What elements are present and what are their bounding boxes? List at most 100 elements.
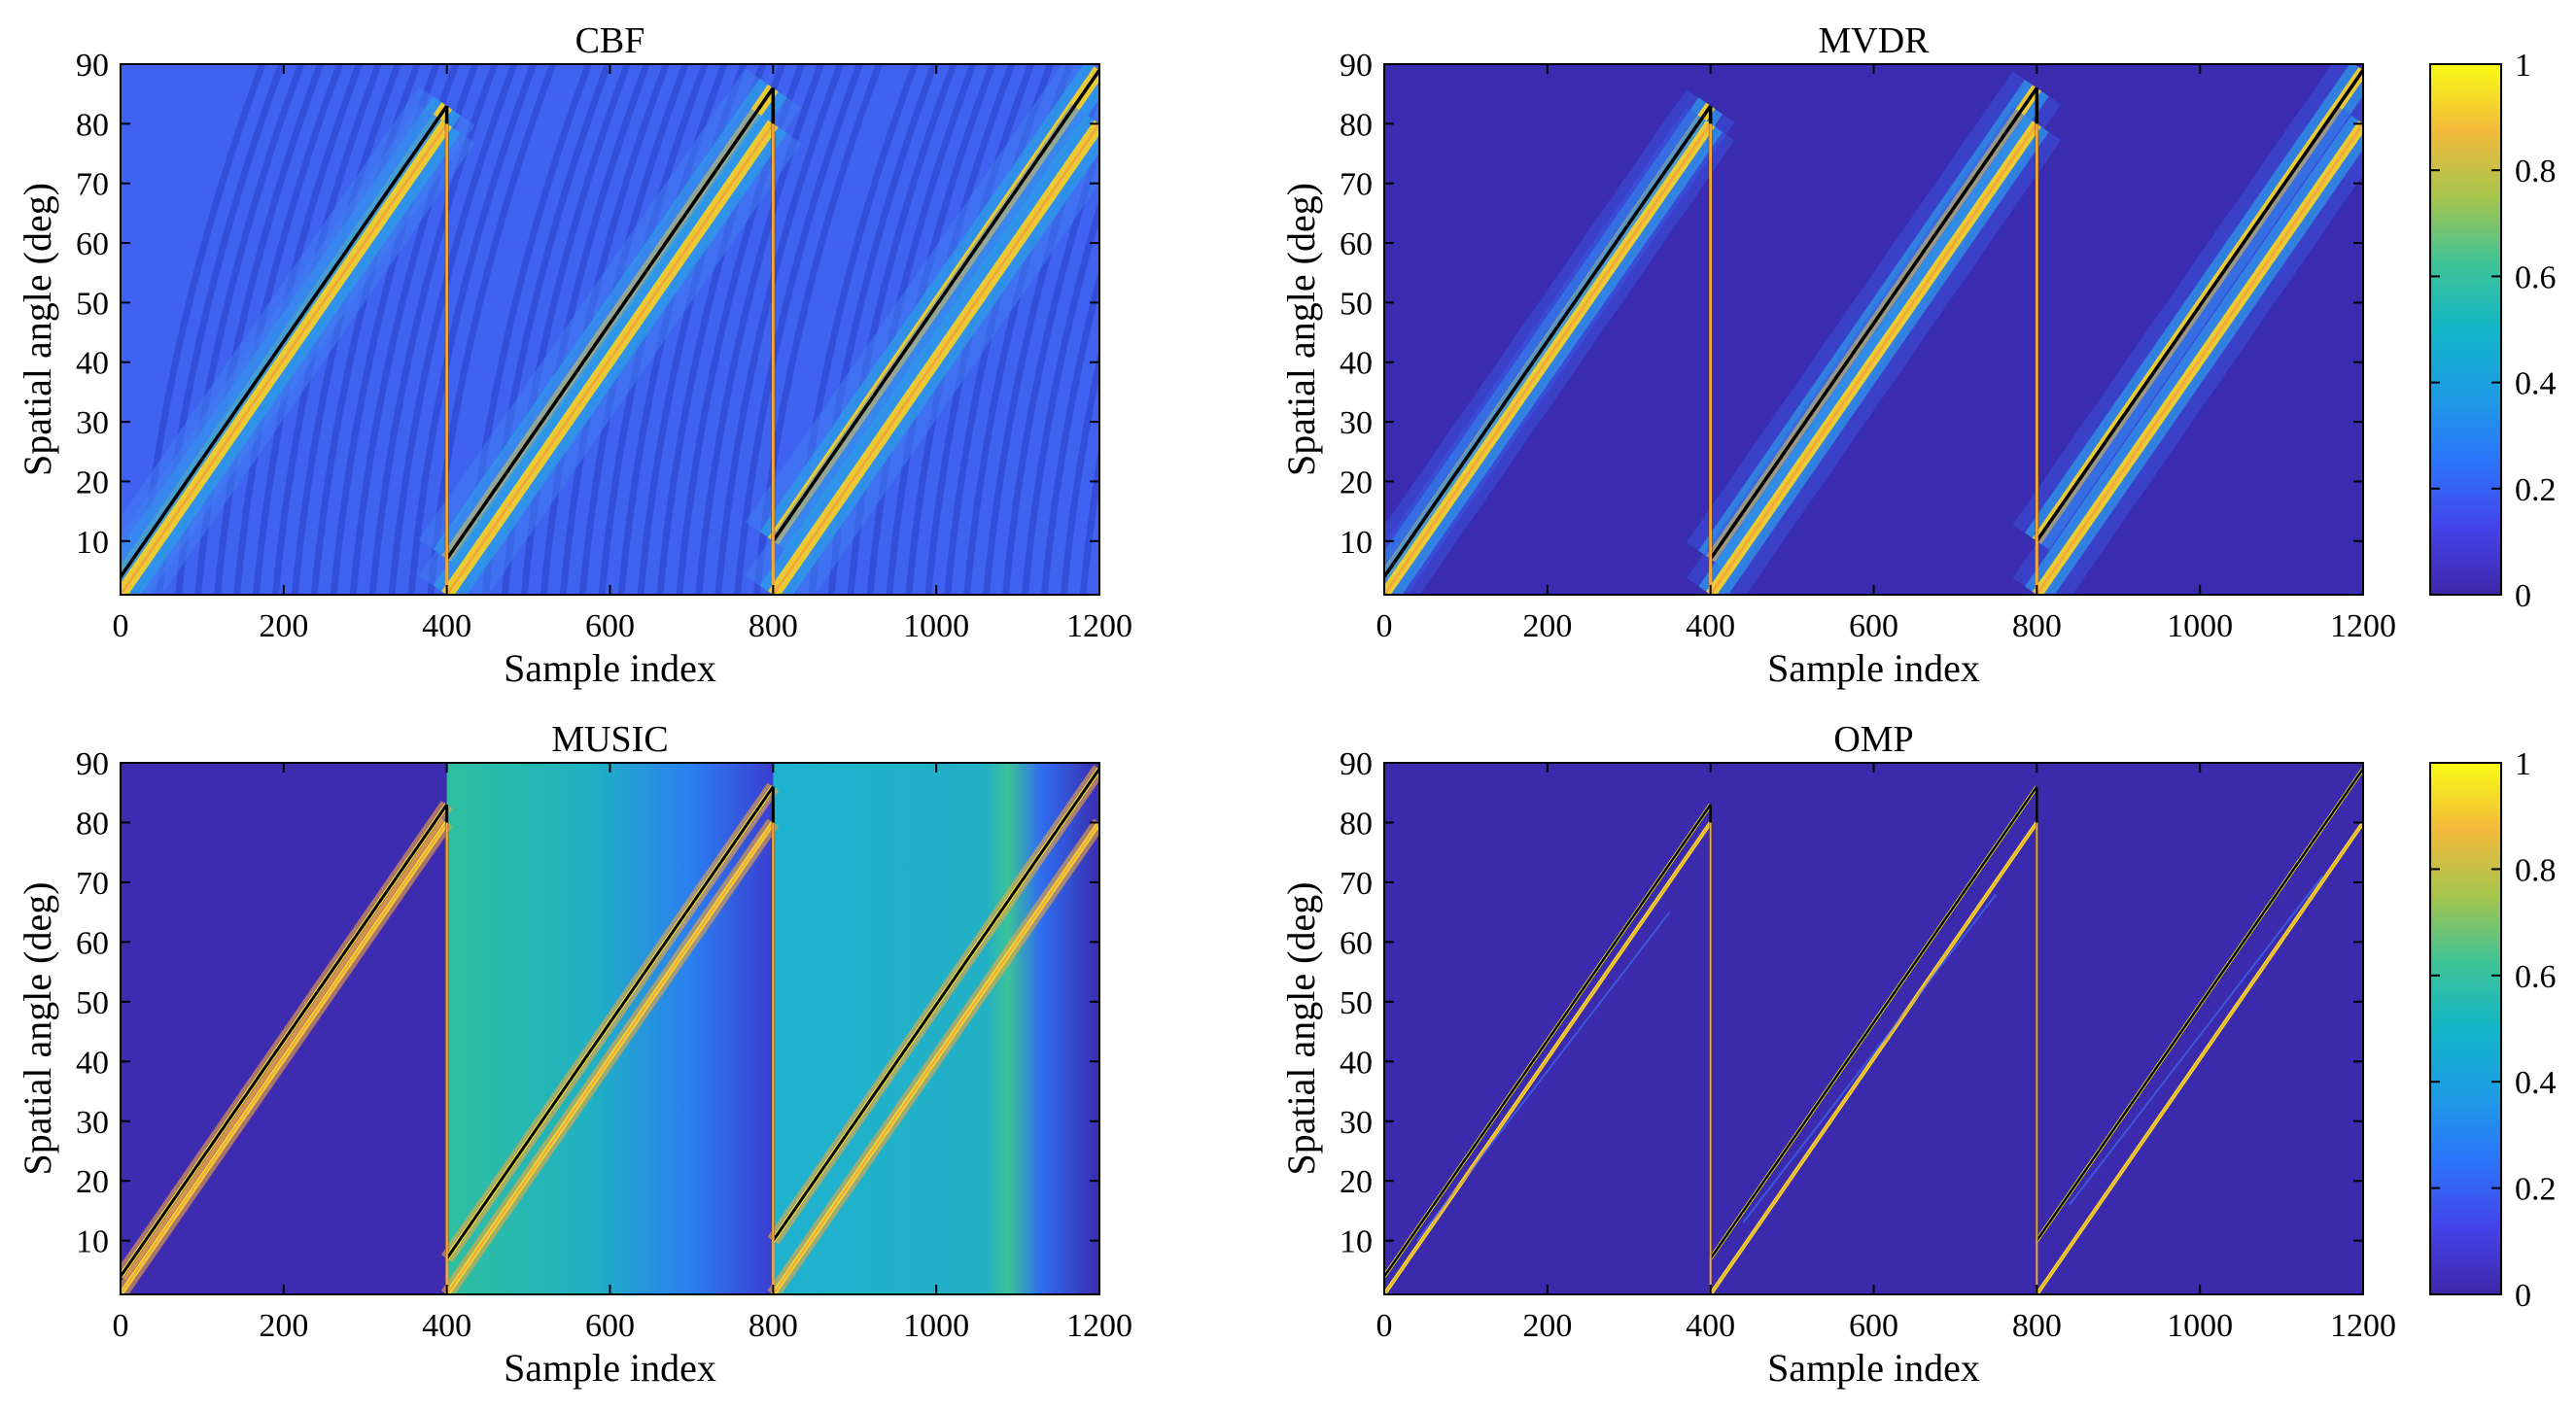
colorbar: 0 0.2 0.4 0.6 0.8 1 xyxy=(2429,48,2557,614)
true-source-1-line xyxy=(1709,785,2038,1259)
y-tick-label: 40 xyxy=(76,346,109,382)
colorbar-gradient xyxy=(2429,762,2502,1295)
colorbar-tick-label: 0.8 xyxy=(2515,154,2557,189)
y-tick-label: 20 xyxy=(1340,465,1373,500)
x-tick-label: 800 xyxy=(2012,1308,2062,1344)
heatmap-area xyxy=(1384,64,2363,595)
true-source-2-line xyxy=(1709,122,2038,595)
sidelobe-ripple xyxy=(368,64,499,595)
colorbar-tick-label: 1 xyxy=(2515,746,2531,782)
x-tick-label: 1000 xyxy=(2167,608,2233,644)
x-tick-label: 800 xyxy=(748,608,798,644)
x-tick-label: 600 xyxy=(585,1308,635,1344)
sidelobe-ripple xyxy=(388,64,518,595)
sidelobe-ripple xyxy=(1040,265,1099,595)
true-source-2-line xyxy=(1384,122,1712,595)
x-tick-label: 800 xyxy=(2012,608,2062,644)
sidelobe-ripple xyxy=(407,64,538,595)
sidelobe-ripple xyxy=(1021,196,1099,595)
true-source-1-line xyxy=(2035,69,2363,542)
spurious-track xyxy=(2069,876,2323,1206)
y-tick-label: 20 xyxy=(1340,1164,1373,1200)
y-axis-label: Spatial angle (deg) xyxy=(1279,183,1323,476)
true-source-1-line xyxy=(772,768,1099,1242)
colorbar-tick-label: 0.4 xyxy=(2515,1065,2557,1101)
y-tick-label: 90 xyxy=(1340,48,1373,84)
y-axis-label: Spatial angle (deg) xyxy=(16,881,59,1175)
x-tick-label: 0 xyxy=(1376,1308,1393,1344)
x-axis-label: Sample index xyxy=(504,1346,716,1390)
true-source-2-line xyxy=(445,122,775,595)
sidelobe-ripple xyxy=(714,64,844,595)
true-source-2-line xyxy=(772,821,1099,1294)
true-source-2-line xyxy=(1709,821,2038,1294)
panel-mvdr: 0 200 400 600 800 1000 1200 10 20 30 40 50 60 70 80 90 M… xyxy=(1279,20,2396,690)
chart-title: CBF xyxy=(575,20,645,61)
true-source-1-line xyxy=(121,804,448,1278)
y-tick-label: 40 xyxy=(76,1045,109,1081)
colorbar-tick-label: 0.2 xyxy=(2515,472,2557,508)
y-tick-label: 10 xyxy=(76,1224,109,1260)
y-tick-label: 70 xyxy=(1340,866,1373,902)
panel-cbf: 0 200 400 600 800 1000 1200 10 20 30 40 50 60 70 80 90 C… xyxy=(16,20,1132,690)
colorbar: 0 0.2 0.4 0.6 0.8 1 xyxy=(2429,746,2557,1314)
y-tick-label: 80 xyxy=(1340,107,1373,143)
y-tick-label: 70 xyxy=(1340,167,1373,203)
true-source-2-line xyxy=(1384,821,1712,1294)
x-tick-label: 1200 xyxy=(1066,608,1132,644)
y-tick-label: 40 xyxy=(1340,1045,1373,1081)
true-source-2-line xyxy=(2036,122,2363,595)
true-source-1-line xyxy=(445,86,775,561)
x-tick-label: 0 xyxy=(113,1308,129,1344)
y-tick-label: 80 xyxy=(76,806,109,842)
x-axis-label: Sample index xyxy=(1767,646,1980,690)
heatmap-area xyxy=(121,763,1099,1294)
y-tick-label: 20 xyxy=(76,1164,109,1200)
colorbar-gradient xyxy=(2429,63,2502,596)
x-tick-label: 400 xyxy=(1686,1308,1735,1344)
y-tick-label: 50 xyxy=(1340,286,1373,322)
colorbar-tick-label: 0.6 xyxy=(2515,259,2557,295)
x-axis-label: Sample index xyxy=(1767,1346,1980,1390)
x-tick-label: 600 xyxy=(585,608,635,644)
x-tick-label: 400 xyxy=(422,1308,471,1344)
true-source-1-line xyxy=(121,104,449,578)
y-tick-label: 70 xyxy=(76,866,109,902)
y-tick-label: 60 xyxy=(1340,226,1373,262)
colorbar-tick-label: 0 xyxy=(2515,578,2531,614)
true-source-2-line xyxy=(772,122,1099,595)
y-tick-label: 80 xyxy=(1340,806,1373,842)
x-tick-label: 1000 xyxy=(903,1308,969,1344)
true-source-1-line xyxy=(1384,104,1713,578)
x-tick-label: 800 xyxy=(748,1308,798,1344)
x-tick-label: 200 xyxy=(259,608,308,644)
y-tick-label: 10 xyxy=(1340,525,1373,561)
chart-title: MUSIC xyxy=(551,719,668,760)
sidelobe-ripple xyxy=(1079,444,1099,595)
heatmap-area xyxy=(1384,763,2363,1294)
y-axis-label: Spatial angle (deg) xyxy=(1279,881,1323,1175)
true-source-2-line xyxy=(121,122,448,595)
y-tick-label: 60 xyxy=(76,226,109,262)
panel-omp: 0 200 400 600 800 1000 1200 10 20 30 40 50 60 70 80 90 O… xyxy=(1279,719,2396,1390)
y-tick-label: 20 xyxy=(76,465,109,500)
colorbar-tick-label: 0 xyxy=(2515,1278,2531,1314)
x-tick-label: 1000 xyxy=(903,608,969,644)
panel-music: 0 200 400 600 800 1000 1200 10 20 30 40 50 60 70 80 90 M… xyxy=(16,719,1132,1390)
colorbar-tick-label: 0.2 xyxy=(2515,1172,2557,1208)
x-tick-label: 0 xyxy=(1376,608,1393,644)
true-source-1-line xyxy=(1709,86,2038,561)
colorbar-tick-label: 1 xyxy=(2515,48,2531,84)
y-tick-label: 50 xyxy=(76,985,109,1021)
y-tick-label: 50 xyxy=(1340,985,1373,1021)
y-tick-label: 50 xyxy=(76,286,109,322)
x-tick-label: 600 xyxy=(1849,608,1898,644)
x-tick-label: 1000 xyxy=(2167,1308,2233,1344)
y-tick-label: 90 xyxy=(76,746,109,782)
heatmap-background xyxy=(1384,763,2363,1294)
true-source-1-line xyxy=(1384,804,1712,1278)
true-source-1-line xyxy=(771,69,1099,542)
colorbar-tick-label: 0.4 xyxy=(2515,366,2557,402)
y-tick-label: 60 xyxy=(76,925,109,961)
